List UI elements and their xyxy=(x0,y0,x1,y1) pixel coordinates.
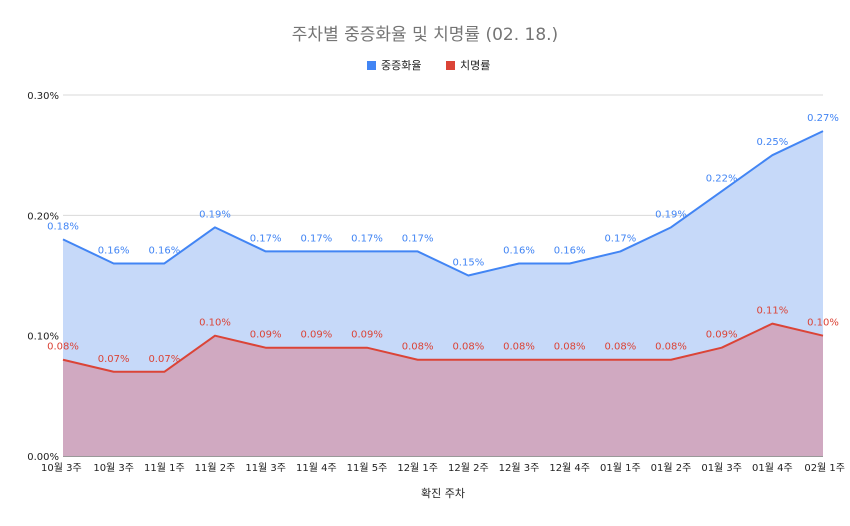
x-tick-label: 12월 3주 xyxy=(499,462,540,474)
data-label-series-1: 0.08% xyxy=(604,342,636,353)
data-label-series-1: 0.09% xyxy=(300,330,332,341)
data-label-series-1: 0.09% xyxy=(706,330,738,341)
data-label-series-0: 0.22% xyxy=(706,173,738,184)
x-tick-label: 01월 1주 xyxy=(600,462,641,474)
data-label-series-1: 0.10% xyxy=(807,318,839,329)
area-series-1 xyxy=(63,323,823,456)
data-label-series-0: 0.19% xyxy=(199,209,231,220)
y-axis: 0.00% 0.10% 0.20% 0.30% xyxy=(27,91,59,463)
data-label-series-0: 0.17% xyxy=(351,233,383,244)
data-label-series-0: 0.18% xyxy=(47,221,79,232)
data-label-series-0: 0.17% xyxy=(402,233,434,244)
data-label-series-0: 0.17% xyxy=(604,233,636,244)
data-label-series-0: 0.16% xyxy=(503,245,535,256)
series-areas xyxy=(63,131,823,456)
data-labels: 0.18% 0.16% 0.16% 0.19% 0.17% 0.17% 0.17% 0.17%… xyxy=(47,113,839,365)
x-tick-label: 10월 3주 xyxy=(41,462,82,474)
x-tick-label: 11월 5주 xyxy=(347,462,388,474)
data-label-series-1: 0.09% xyxy=(351,330,383,341)
x-tick-label: 12월 4주 xyxy=(549,462,590,474)
x-tick-label: 12월 2주 xyxy=(448,462,489,474)
x-tick-label: 01월 2주 xyxy=(651,462,692,474)
legend-swatch-1 xyxy=(446,61,455,70)
data-label-series-1: 0.09% xyxy=(250,330,282,341)
data-label-series-1: 0.11% xyxy=(756,306,788,317)
data-label-series-1: 0.10% xyxy=(199,318,231,329)
x-tick-label: 11월 4주 xyxy=(296,462,337,474)
data-label-series-1: 0.08% xyxy=(47,342,79,353)
series-lines xyxy=(62,130,824,373)
x-axis-label: 확진 주차 xyxy=(421,487,465,500)
data-label-series-0: 0.16% xyxy=(554,245,586,256)
data-label-series-1: 0.08% xyxy=(402,342,434,353)
y-tick-label: 0.30% xyxy=(27,91,59,102)
data-label-series-0: 0.15% xyxy=(452,258,484,269)
data-label-series-1: 0.08% xyxy=(452,342,484,353)
data-label-series-0: 0.27% xyxy=(807,113,839,124)
y-tick-label: 0.00% xyxy=(27,452,59,463)
data-label-series-1: 0.08% xyxy=(503,342,535,353)
legend-label-1: 치명률 xyxy=(460,59,490,72)
line-series-1 xyxy=(62,322,824,373)
x-tick-label: 11월 3주 xyxy=(245,462,286,474)
x-axis: 10월 3주 10월 3주 11월 1주 11월 2주 11월 3주 11월 4주 11월 … xyxy=(41,462,845,474)
legend-swatch-0 xyxy=(367,61,376,70)
data-label-series-0: 0.25% xyxy=(756,137,788,148)
x-tick-label: 11월 1주 xyxy=(144,462,185,474)
x-tick-label: 12월 1주 xyxy=(397,462,438,474)
data-label-series-1: 0.08% xyxy=(655,342,687,353)
x-tick-label: 01월 3주 xyxy=(701,462,742,474)
x-tick-label: 11월 2주 xyxy=(195,462,236,474)
legend: 중증화율 치명률 xyxy=(367,59,490,72)
y-tick-label: 0.10% xyxy=(27,332,59,343)
x-tick-label: 10월 3주 xyxy=(93,462,134,474)
data-label-series-1: 0.08% xyxy=(554,342,586,353)
data-label-series-0: 0.16% xyxy=(98,245,130,256)
data-label-series-0: 0.19% xyxy=(655,209,687,220)
x-tick-label: 01월 4주 xyxy=(752,462,793,474)
data-label-series-1: 0.07% xyxy=(148,354,180,365)
line-series-0 xyxy=(62,130,824,277)
chart-title: 주차별 중증화율 및 치명률 (02. 18.) xyxy=(292,25,558,45)
legend-label-0: 중증화율 xyxy=(381,59,421,72)
x-tick-label: 02월 1주 xyxy=(804,462,845,474)
data-label-series-0: 0.17% xyxy=(250,233,282,244)
data-label-series-1: 0.07% xyxy=(98,354,130,365)
y-tick-label: 0.20% xyxy=(27,211,59,222)
data-label-series-0: 0.16% xyxy=(148,245,180,256)
data-label-series-0: 0.17% xyxy=(300,233,332,244)
